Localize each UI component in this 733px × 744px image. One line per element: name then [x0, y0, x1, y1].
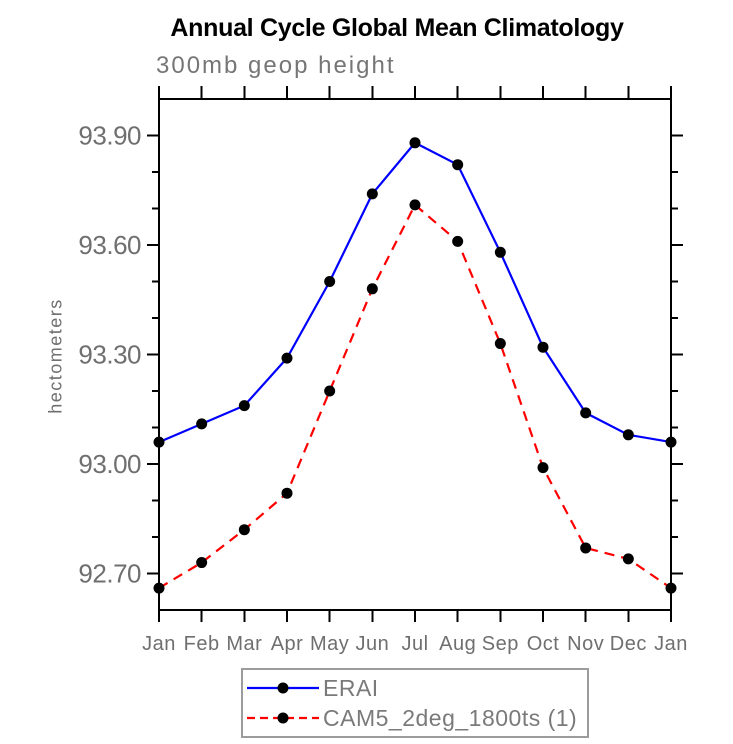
- legend-marker-icon: [277, 682, 289, 694]
- x-tick-label: Jul: [401, 633, 428, 655]
- x-tick-label: Aug: [439, 633, 476, 655]
- x-tick-label: Apr: [271, 633, 304, 655]
- data-point-marker: [409, 199, 421, 211]
- chart-title: Annual Cycle Global Mean Climatology: [170, 14, 624, 42]
- data-point-marker: [366, 188, 378, 200]
- data-point-marker: [452, 159, 464, 171]
- x-tick-label: Jan: [654, 633, 688, 655]
- data-point-marker: [196, 557, 208, 569]
- x-tick-label: Jan: [142, 633, 176, 655]
- y-tick-label: 93.00: [78, 449, 141, 479]
- y-tick-label: 93.60: [78, 230, 141, 260]
- x-tick-label: Dec: [610, 633, 647, 655]
- x-tick-label: Nov: [567, 633, 604, 655]
- x-tick-label: Sep: [482, 633, 519, 655]
- series-line-cam5: [158, 203, 672, 590]
- plot-frame: [158, 98, 672, 611]
- y-tick-label: 92.70: [78, 559, 141, 589]
- data-point-marker: [409, 137, 421, 149]
- data-point-marker: [665, 582, 677, 594]
- data-point-marker: [281, 487, 293, 499]
- data-point-marker: [494, 338, 506, 350]
- data-point-marker: [622, 553, 634, 565]
- data-point-marker: [281, 352, 293, 364]
- x-tick-label: Feb: [184, 633, 220, 655]
- legend-line-sample-icon: [247, 682, 319, 694]
- data-point-marker: [665, 436, 677, 448]
- legend-marker-icon: [277, 712, 289, 724]
- data-point-marker: [580, 542, 592, 554]
- x-tick-label: Oct: [527, 633, 560, 655]
- y-tick-label: 93.90: [78, 121, 141, 151]
- x-tick-label: Mar: [226, 633, 262, 655]
- legend-item-cam5: CAM5_2deg_1800ts (1): [245, 703, 587, 733]
- data-point-marker: [537, 462, 549, 474]
- data-point-marker: [324, 385, 336, 397]
- series-line-erai: [158, 141, 672, 444]
- chart-subtitle: 300mb geop height: [156, 52, 396, 79]
- data-point-marker: [580, 407, 592, 419]
- data-point-marker: [622, 429, 634, 441]
- x-tick-label: Jun: [355, 633, 389, 655]
- legend-line-sample-icon: [247, 712, 319, 724]
- data-point-marker: [238, 400, 250, 412]
- data-point-marker: [153, 436, 165, 448]
- data-point-marker: [153, 582, 165, 594]
- data-point-marker: [537, 341, 549, 353]
- legend-box: ERAI CAM5_2deg_1800ts (1): [241, 668, 589, 738]
- data-point-marker: [196, 418, 208, 430]
- x-tick-label: May: [310, 633, 349, 655]
- y-tick-label: 93.30: [78, 340, 141, 370]
- data-point-marker: [452, 235, 464, 247]
- legend-label: CAM5_2deg_1800ts (1): [323, 704, 578, 731]
- legend-item-erai: ERAI: [245, 673, 587, 703]
- data-point-marker: [238, 524, 250, 536]
- data-point-marker: [494, 246, 506, 258]
- data-point-marker: [366, 283, 378, 295]
- legend-label: ERAI: [323, 674, 379, 701]
- data-point-marker: [324, 276, 336, 287]
